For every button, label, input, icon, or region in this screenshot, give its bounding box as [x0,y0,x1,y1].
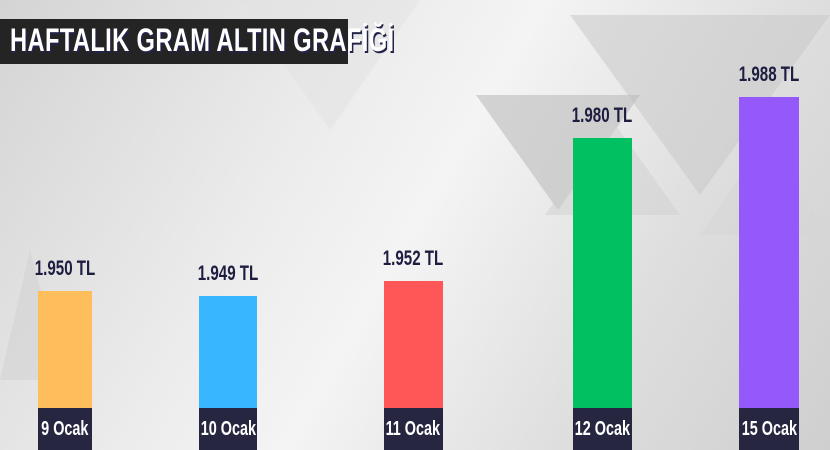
x-tick-label: 12 Ocak [572,408,632,450]
title-banner [0,19,348,64]
chart-title: HAFTALIK GRAM ALTIN GRAFİĞİ [10,22,395,58]
x-tick-label: 11 Ocak [383,408,443,450]
data-label: 1.980 TL [571,104,633,127]
data-label: 1.949 TL [197,262,259,285]
data-label: 1.952 TL [382,247,444,270]
x-tick-label: 15 Ocak [739,408,799,450]
data-label: 1.950 TL [34,257,96,280]
x-tick-label: 9 Ocak [38,408,92,450]
x-tick-label: 10 Ocak [199,408,257,450]
bar-3 [572,138,632,450]
data-label: 1.988 TL [738,63,800,86]
bar-4 [739,97,799,450]
